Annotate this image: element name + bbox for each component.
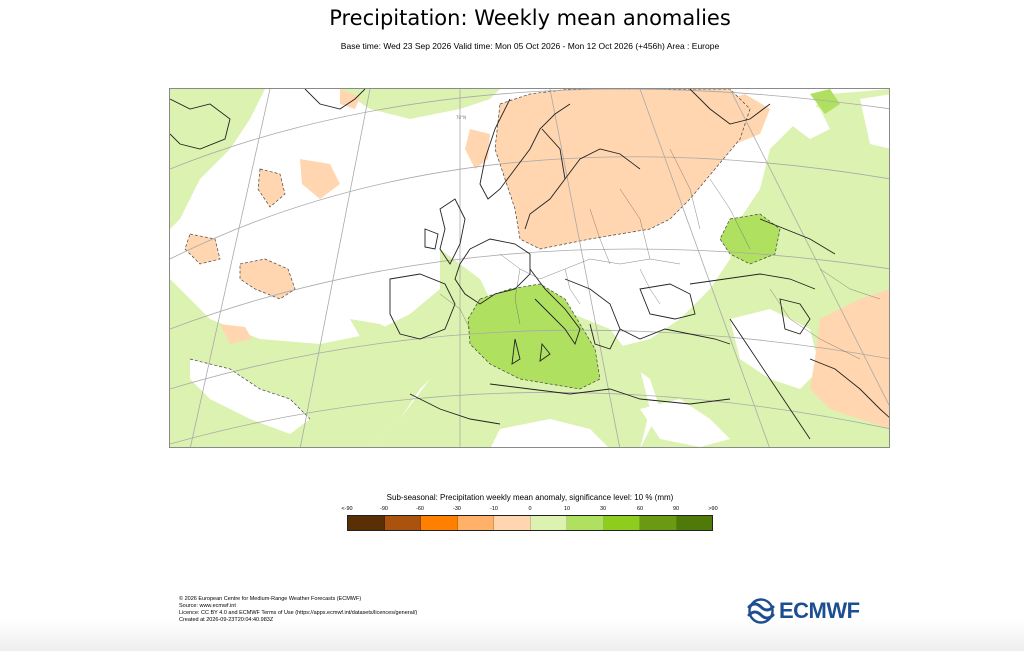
map-subtitle: Base time: Wed 23 Sep 2026 Valid time: M… bbox=[340, 41, 720, 51]
created-line: Created at 2026-09-23T20:04:40.983Z bbox=[179, 617, 274, 623]
copyright-line: © 2026 European Centre for Medium-Range … bbox=[179, 596, 362, 602]
legend-swatch bbox=[676, 516, 712, 530]
legend-color-bar bbox=[347, 515, 713, 531]
map-canvas: 70°N bbox=[170, 89, 889, 447]
graticule-label: 70°N bbox=[456, 115, 466, 120]
ecmwf-logo[interactable]: ECMWF bbox=[745, 598, 885, 624]
source-line: Source: www.ecmwf.int bbox=[179, 603, 236, 609]
footer-credits: © 2026 European Centre for Medium-Range … bbox=[179, 596, 417, 624]
legend-tick: 90 bbox=[672, 506, 680, 512]
ecmwf-logo-icon bbox=[747, 598, 775, 624]
near-normal-areas bbox=[190, 89, 889, 447]
legend-tick: 0 bbox=[528, 506, 532, 512]
legend-swatch bbox=[603, 516, 640, 530]
legend-title: Sub-seasonal: Precipitation weekly mean … bbox=[386, 493, 674, 502]
legend-tick: <-90 bbox=[341, 506, 353, 512]
graticule-lines bbox=[170, 89, 889, 447]
legend-tick: >90 bbox=[708, 506, 718, 512]
page-title: Precipitation: Weekly mean anomalies bbox=[329, 6, 731, 30]
legend-tick: -10 bbox=[490, 506, 498, 512]
legend-swatch bbox=[457, 516, 494, 530]
coastlines bbox=[170, 89, 889, 440]
legend-tick: 10 bbox=[563, 506, 571, 512]
legend-tick: -60 bbox=[416, 506, 424, 512]
ecmwf-logo-text: ECMWF bbox=[779, 598, 860, 623]
legend-tick: -90 bbox=[380, 506, 388, 512]
legend-tick: 30 bbox=[599, 506, 607, 512]
legend-tick: -30 bbox=[453, 506, 461, 512]
legend-swatch bbox=[384, 516, 421, 530]
legend-tick-labels: <-90 -90 -60 -30 -10 0 10 30 60 90 >90 bbox=[0, 506, 1024, 516]
legend-swatch bbox=[567, 516, 604, 530]
legend-swatch bbox=[421, 516, 458, 530]
country-borders bbox=[439, 148, 881, 360]
legend-swatch bbox=[530, 516, 567, 530]
licence-line: Licence: CC BY 4.0 and ECMWF Terms of Us… bbox=[179, 610, 418, 616]
significance-contours bbox=[184, 89, 781, 420]
legend-swatch bbox=[640, 516, 677, 530]
anomaly-light-orange-areas bbox=[185, 89, 889, 429]
legend-swatch bbox=[348, 516, 385, 530]
legend-swatch bbox=[494, 516, 531, 530]
legend-tick: 60 bbox=[636, 506, 644, 512]
precipitation-anomaly-map[interactable]: 70°N bbox=[169, 88, 890, 448]
anomaly-green-areas bbox=[468, 89, 840, 389]
